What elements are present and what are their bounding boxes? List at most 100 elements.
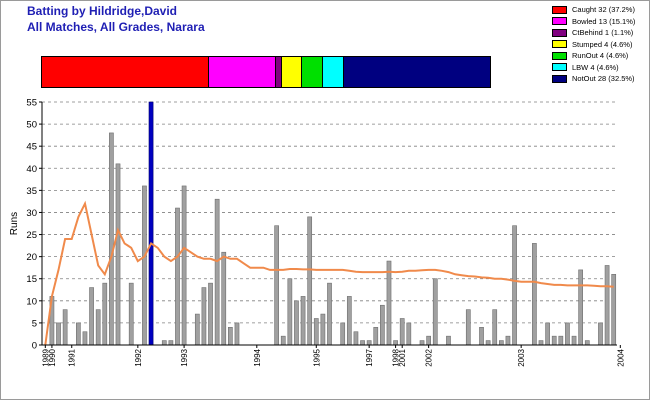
bar-innings-76 bbox=[545, 322, 550, 346]
legend-swatch-notout bbox=[552, 74, 567, 83]
bar-innings-71 bbox=[512, 225, 517, 346]
bar-innings-21 bbox=[181, 185, 187, 346]
bar-innings-79 bbox=[565, 322, 570, 346]
bar-innings-81 bbox=[578, 269, 583, 346]
y-tick-label-25: 25 bbox=[26, 230, 37, 241]
x-tick-label-2001: 2001 bbox=[398, 348, 407, 366]
legend-item-notout: NotOut 28 (32.5%) bbox=[552, 73, 635, 85]
bar-innings-84 bbox=[598, 322, 603, 346]
bar-innings-82 bbox=[584, 340, 590, 346]
legend-swatch-runout bbox=[552, 51, 567, 60]
bar-innings-52 bbox=[386, 260, 392, 346]
bar-innings-57 bbox=[419, 340, 425, 346]
legend-label-ctbehind: CtBehind 1 (1.1%) bbox=[572, 28, 634, 38]
legend-item-bowled: Bowled 13 (15.1%) bbox=[552, 16, 635, 28]
bar-innings-9 bbox=[102, 282, 108, 346]
bar-innings-36 bbox=[280, 335, 286, 346]
bar-innings-2 bbox=[56, 322, 61, 346]
dismissal-segment-1 bbox=[208, 57, 277, 87]
bar-innings-64 bbox=[465, 309, 471, 346]
x-tick-label-1991: 1991 bbox=[68, 348, 77, 366]
bar-innings-86 bbox=[611, 274, 617, 346]
bar-innings-24 bbox=[201, 287, 207, 346]
bar-innings-29 bbox=[234, 322, 240, 346]
x-tick-label-1998: 1998 bbox=[392, 348, 401, 366]
bar-innings-68 bbox=[492, 309, 498, 346]
y-tick-label-15: 15 bbox=[26, 274, 37, 285]
bar-innings-41 bbox=[313, 318, 319, 346]
bar-innings-54 bbox=[399, 318, 405, 346]
bar-innings-5 bbox=[76, 322, 81, 346]
bar-innings-15 bbox=[142, 185, 147, 346]
dismissal-segment-6 bbox=[344, 57, 490, 87]
y-tick-label-50: 50 bbox=[26, 120, 37, 131]
y-tick-label-0: 0 bbox=[32, 341, 37, 352]
bar-innings-46 bbox=[346, 296, 352, 346]
legend-swatch-stumped bbox=[552, 40, 567, 49]
bar-innings-48 bbox=[360, 340, 365, 346]
dismissal-segment-2 bbox=[276, 57, 282, 87]
x-tick-label-1992: 1992 bbox=[134, 348, 143, 366]
bar-innings-40 bbox=[307, 216, 313, 346]
bar-innings-66 bbox=[479, 327, 484, 346]
bar-innings-39 bbox=[300, 296, 306, 346]
bar-innings-49 bbox=[366, 340, 372, 346]
legend-item-caught: Caught 32 (37.2%) bbox=[552, 4, 635, 16]
bar-innings-8 bbox=[95, 309, 101, 346]
x-tick-label-1993: 1993 bbox=[180, 348, 189, 366]
bar-innings-25 bbox=[208, 282, 213, 346]
legend-label-notout: NotOut 28 (32.5%) bbox=[572, 74, 635, 84]
x-tick-label-1997: 1997 bbox=[365, 348, 374, 366]
x-tick-label-1989: 1989 bbox=[41, 348, 50, 366]
legend-label-runout: RunOut 4 (4.6%) bbox=[572, 51, 629, 61]
bar-innings-35 bbox=[274, 225, 279, 346]
bar-innings-18 bbox=[161, 340, 167, 346]
legend-item-runout: RunOut 4 (4.6%) bbox=[552, 50, 635, 62]
bar-innings-37 bbox=[287, 278, 293, 346]
x-tick-label-2002: 2002 bbox=[425, 348, 434, 366]
bar-innings-80 bbox=[571, 335, 577, 346]
legend: Caught 32 (37.2%) Bowled 13 (15.1%) CtBe… bbox=[552, 4, 635, 85]
bar-innings-23 bbox=[194, 313, 200, 346]
bar-innings-28 bbox=[228, 327, 233, 346]
bar-innings-38 bbox=[294, 300, 299, 346]
y-tick-label-5: 5 bbox=[32, 318, 37, 329]
bar-innings-77 bbox=[551, 335, 557, 346]
bar-innings-3 bbox=[62, 309, 68, 346]
bar-innings-69 bbox=[498, 340, 504, 346]
x-tick-label-2004: 2004 bbox=[616, 348, 625, 366]
dismissal-segment-4 bbox=[302, 57, 324, 87]
bar-innings-50 bbox=[373, 327, 379, 346]
legend-item-lbw: LBW 4 (4.6%) bbox=[552, 62, 635, 74]
bar-innings-59 bbox=[432, 278, 438, 346]
y-tick-label-45: 45 bbox=[26, 142, 37, 153]
legend-swatch-caught bbox=[552, 5, 567, 14]
bar-innings-19 bbox=[168, 340, 174, 346]
y-tick-label-20: 20 bbox=[26, 252, 37, 263]
legend-label-bowled: Bowled 13 (15.1%) bbox=[572, 16, 636, 26]
legend-item-ctbehind: CtBehind 1 (1.1%) bbox=[552, 27, 635, 39]
bar-innings-45 bbox=[340, 322, 346, 346]
average-line bbox=[44, 200, 614, 346]
bar-innings-55 bbox=[406, 322, 412, 346]
bar-innings-53 bbox=[393, 340, 398, 346]
bar-innings-51 bbox=[380, 304, 385, 346]
bar-innings-27 bbox=[221, 251, 227, 346]
x-tick-label-1995: 1995 bbox=[312, 348, 321, 366]
bar-innings-70 bbox=[505, 335, 511, 346]
y-tick-label-55: 55 bbox=[26, 98, 37, 109]
y-tick-label-35: 35 bbox=[26, 186, 37, 197]
bar-innings-10 bbox=[109, 132, 114, 346]
dismissal-segment-5 bbox=[323, 57, 345, 87]
bar-innings-42 bbox=[320, 313, 326, 346]
bar-innings-7 bbox=[89, 287, 94, 346]
x-tick-label-1990: 1990 bbox=[48, 348, 57, 366]
dismissal-proportion-bar bbox=[41, 56, 491, 88]
bar-innings-16 bbox=[148, 101, 154, 346]
legend-swatch-lbw bbox=[552, 63, 567, 72]
bar-innings-43 bbox=[327, 282, 332, 346]
legend-label-caught: Caught 32 (37.2%) bbox=[572, 5, 635, 15]
legend-label-stumped: Stumped 4 (4.6%) bbox=[572, 39, 633, 49]
bar-innings-13 bbox=[128, 282, 134, 346]
y-tick-label-10: 10 bbox=[26, 296, 37, 307]
